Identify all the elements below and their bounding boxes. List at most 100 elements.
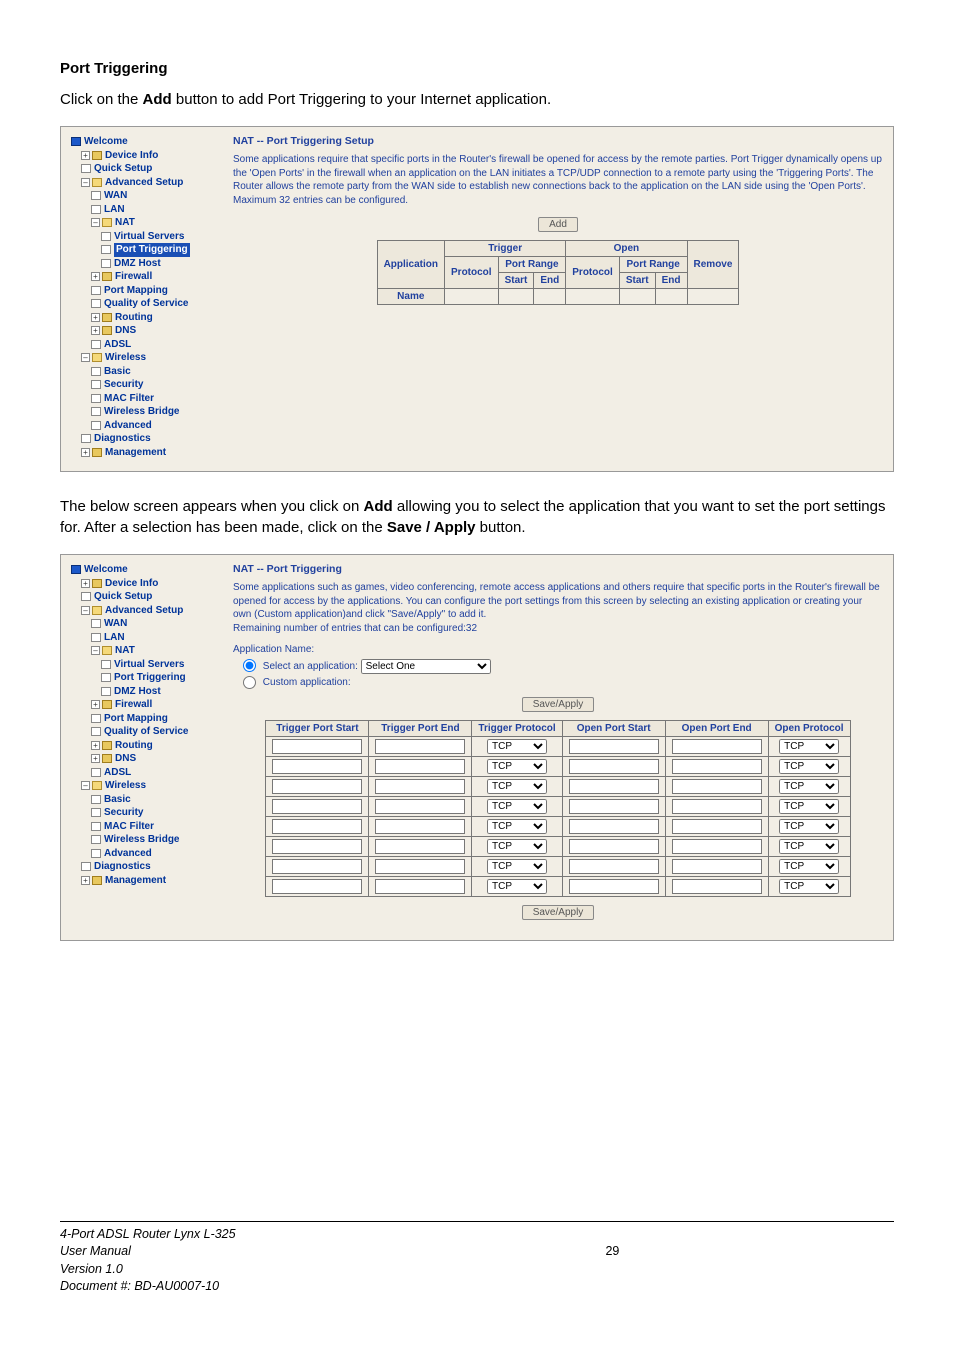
tree-dns[interactable]: DNS [115,324,136,338]
tpr-select[interactable]: TCP [487,759,547,774]
tree-wan[interactable]: WAN [104,189,127,203]
tps-input[interactable] [272,879,362,894]
tree-advanced[interactable]: Advanced [104,419,152,433]
tree2-qos[interactable]: Quality of Service [104,725,188,739]
tps-input[interactable] [272,779,362,794]
tpr-select[interactable]: TCP [487,859,547,874]
ope-input[interactable] [672,779,762,794]
tree-advanced-setup[interactable]: Advanced Setup [105,176,183,190]
tpr-select[interactable]: TCP [487,739,547,754]
tpe-input[interactable] [375,759,465,774]
tree2-advanced-setup[interactable]: Advanced Setup [105,604,183,618]
opr-select[interactable]: TCP [779,739,839,754]
tree-adsl[interactable]: ADSL [104,338,131,352]
tpe-input[interactable] [375,879,465,894]
select-app-radio[interactable] [243,659,256,672]
tree2-port-triggering[interactable]: Port Triggering [114,671,186,685]
tps-input[interactable] [272,819,362,834]
tree2-diagnostics[interactable]: Diagnostics [94,860,151,874]
tree-qos[interactable]: Quality of Service [104,297,188,311]
tree-basic[interactable]: Basic [104,365,131,379]
tpe-input[interactable] [375,859,465,874]
opr-select[interactable]: TCP [779,819,839,834]
tree2-device-info[interactable]: Device Info [105,577,158,591]
tree2-advanced[interactable]: Advanced [104,847,152,861]
tps-input[interactable] [272,759,362,774]
tree-lan[interactable]: LAN [104,203,125,217]
opr-select[interactable]: TCP [779,839,839,854]
tpr-select[interactable]: TCP [487,779,547,794]
tree-firewall[interactable]: Firewall [115,270,152,284]
ops-input[interactable] [569,799,659,814]
tpe-input[interactable] [375,839,465,854]
tree2-security[interactable]: Security [104,806,143,820]
ope-input[interactable] [672,859,762,874]
ope-input[interactable] [672,879,762,894]
ops-input[interactable] [569,779,659,794]
tree2-welcome[interactable]: Welcome [84,563,128,577]
tpe-input[interactable] [375,799,465,814]
opr-select[interactable]: TCP [779,759,839,774]
tpe-input[interactable] [375,819,465,834]
tree-routing[interactable]: Routing [115,311,153,325]
ops-input[interactable] [569,739,659,754]
tree-nat[interactable]: NAT [115,216,135,230]
ope-input[interactable] [672,739,762,754]
ope-input[interactable] [672,759,762,774]
opr-select[interactable]: TCP [779,879,839,894]
tree-quick-setup[interactable]: Quick Setup [94,162,152,176]
ope-input[interactable] [672,839,762,854]
tree-mac-filter[interactable]: MAC Filter [104,392,154,406]
custom-app-radio[interactable] [243,676,256,689]
tree-diagnostics[interactable]: Diagnostics [94,432,151,446]
tpr-select[interactable]: TCP [487,879,547,894]
tree-device-info[interactable]: Device Info [105,149,158,163]
tree2-wireless-bridge[interactable]: Wireless Bridge [104,833,180,847]
save-apply-button-bottom[interactable]: Save/Apply [522,905,595,920]
tree2-mac-filter[interactable]: MAC Filter [104,820,154,834]
tree-welcome[interactable]: Welcome [84,135,128,149]
tree-port-triggering[interactable]: Port Triggering [114,243,190,257]
select-app-dropdown[interactable]: Select One [361,659,491,674]
ops-input[interactable] [569,839,659,854]
tree2-port-mapping[interactable]: Port Mapping [104,712,168,726]
ops-input[interactable] [569,819,659,834]
tpr-select[interactable]: TCP [487,839,547,854]
tps-input[interactable] [272,739,362,754]
opr-select[interactable]: TCP [779,779,839,794]
tpe-input[interactable] [375,739,465,754]
tree2-nat[interactable]: NAT [115,644,135,658]
opr-select[interactable]: TCP [779,859,839,874]
tree2-firewall[interactable]: Firewall [115,698,152,712]
tree-wireless[interactable]: Wireless [105,351,146,365]
add-button[interactable]: Add [538,217,578,232]
tree-port-mapping[interactable]: Port Mapping [104,284,168,298]
tree2-wireless[interactable]: Wireless [105,779,146,793]
ops-input[interactable] [569,859,659,874]
tpr-select[interactable]: TCP [487,799,547,814]
ops-input[interactable] [569,759,659,774]
ops-input[interactable] [569,879,659,894]
tps-input[interactable] [272,839,362,854]
tpe-input[interactable] [375,779,465,794]
tree-virtual-servers[interactable]: Virtual Servers [114,230,184,244]
tree-dmz-host[interactable]: DMZ Host [114,257,161,271]
ope-input[interactable] [672,819,762,834]
tps-input[interactable] [272,859,362,874]
tps-input[interactable] [272,799,362,814]
tree2-dmz-host[interactable]: DMZ Host [114,685,161,699]
tree-security[interactable]: Security [104,378,143,392]
tree2-basic[interactable]: Basic [104,793,131,807]
tpr-select[interactable]: TCP [487,819,547,834]
tree-wireless-bridge[interactable]: Wireless Bridge [104,405,180,419]
tree-management[interactable]: Management [105,446,166,460]
ope-input[interactable] [672,799,762,814]
save-apply-button-top[interactable]: Save/Apply [522,697,595,712]
tree2-lan[interactable]: LAN [104,631,125,645]
opr-select[interactable]: TCP [779,799,839,814]
tree2-quick-setup[interactable]: Quick Setup [94,590,152,604]
tree2-wan[interactable]: WAN [104,617,127,631]
tree2-dns[interactable]: DNS [115,752,136,766]
tree2-routing[interactable]: Routing [115,739,153,753]
tree2-management[interactable]: Management [105,874,166,888]
